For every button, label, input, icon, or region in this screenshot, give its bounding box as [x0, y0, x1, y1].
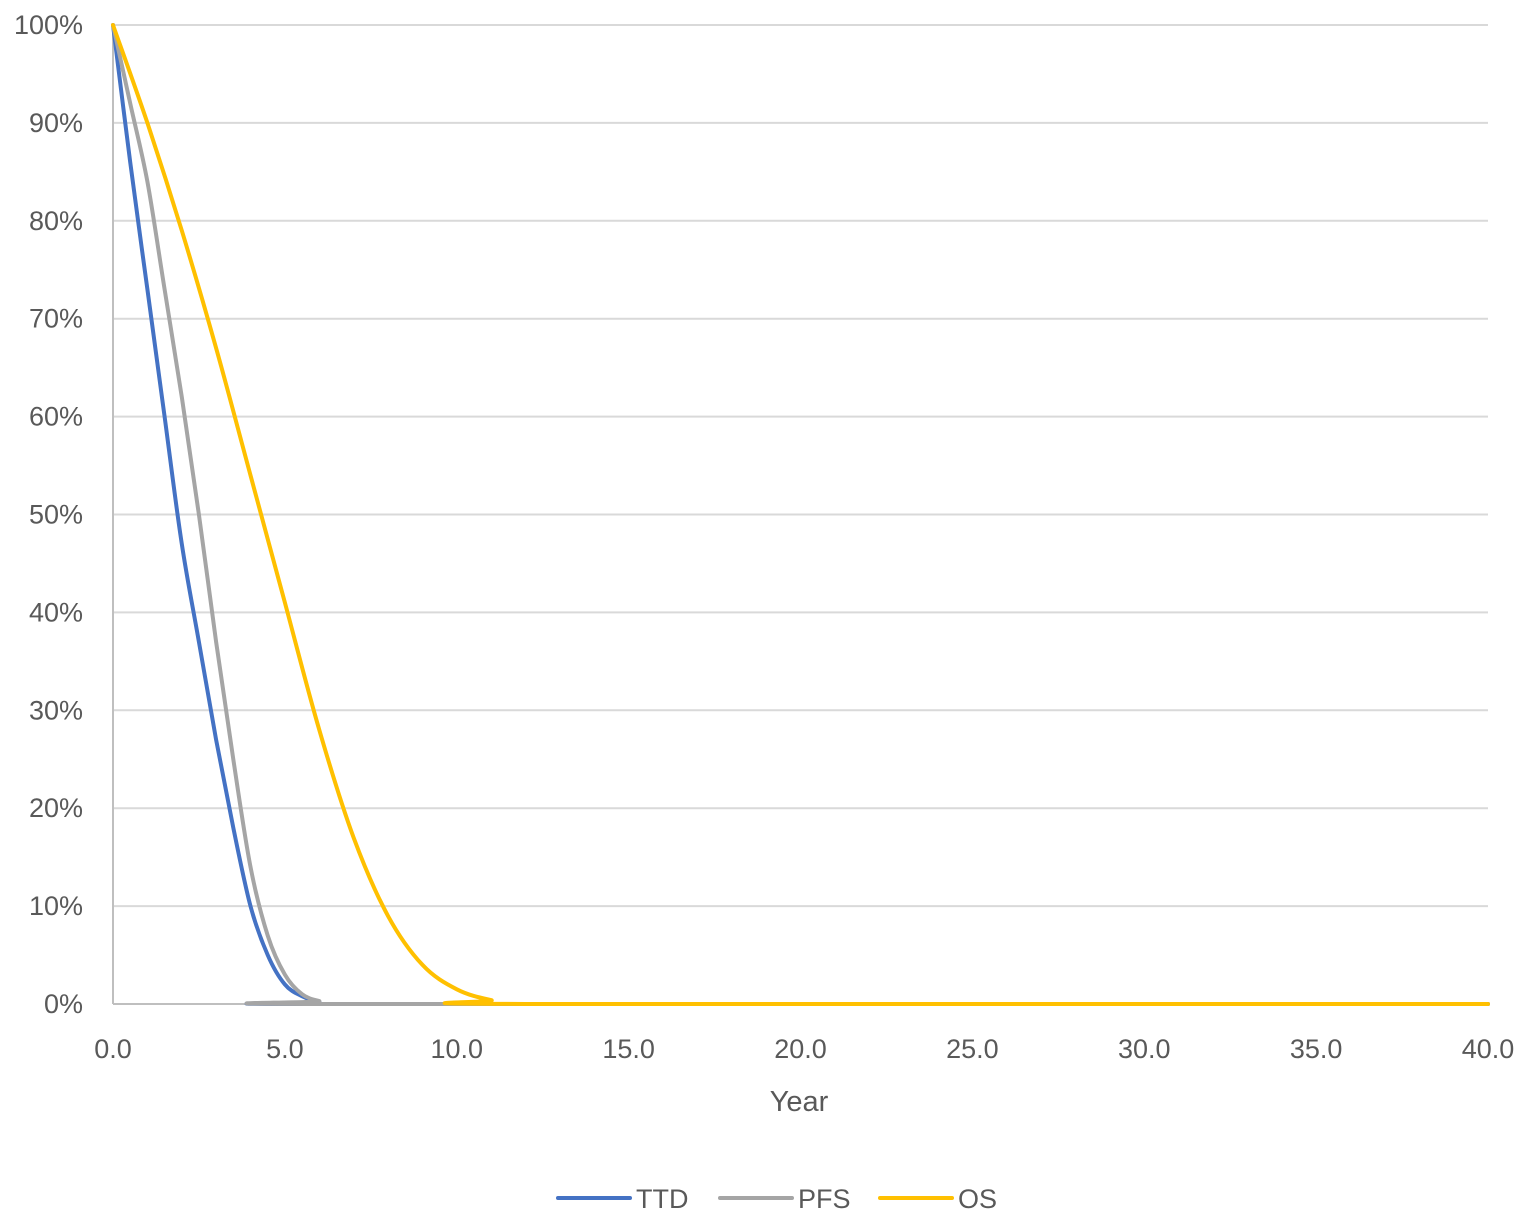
y-tick-label: 100%: [14, 10, 83, 40]
legend-label-os: OS: [958, 1184, 997, 1214]
y-tick-label: 20%: [29, 793, 83, 823]
x-axis-title: Year: [770, 1086, 829, 1118]
series-line-os: [111, 23, 1490, 1006]
series-line-pfs: [111, 23, 1490, 1007]
x-tick-label: 35.0: [1290, 1034, 1343, 1064]
legend-label-ttd: TTD: [636, 1184, 688, 1214]
gridlines: [113, 24, 1488, 908]
x-tick-label: 40.0: [1462, 1034, 1515, 1064]
x-tick-label: 0.0: [94, 1034, 132, 1064]
x-tick-label: 25.0: [946, 1034, 999, 1064]
x-tick-label: 5.0: [266, 1034, 304, 1064]
x-tick-label: 20.0: [774, 1034, 827, 1064]
legend: TTD PFS OS: [556, 1184, 997, 1214]
y-tick-label: 60%: [29, 402, 83, 432]
y-tick-label: 70%: [29, 304, 83, 334]
x-tick-label: 15.0: [602, 1034, 655, 1064]
tick-labels: 0% 10% 20% 30% 40% 50% 60% 70% 80% 90% 100% 0.0 5.0 1…: [14, 10, 1514, 1064]
y-tick-label: 80%: [29, 206, 83, 236]
y-tick-label: 30%: [29, 695, 83, 725]
y-tick-label: 90%: [29, 108, 83, 138]
x-tick-label: 30.0: [1118, 1034, 1171, 1064]
y-tick-label: 50%: [29, 500, 83, 530]
legend-label-pfs: PFS: [798, 1184, 851, 1214]
series-lines: [111, 23, 1490, 1007]
y-tick-label: 0%: [44, 989, 83, 1019]
y-tick-label: 10%: [29, 891, 83, 921]
x-tick-label: 10.0: [430, 1034, 483, 1064]
y-tick-label: 40%: [29, 597, 83, 627]
